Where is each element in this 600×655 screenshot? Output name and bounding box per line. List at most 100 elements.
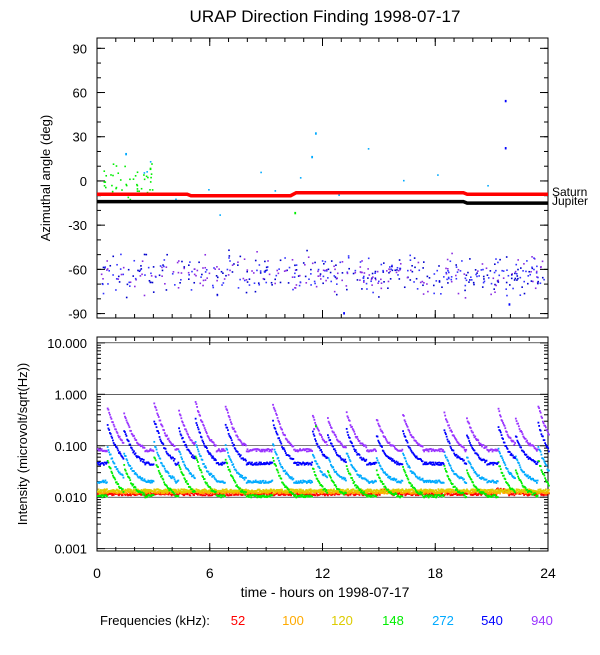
- intensity-point: [123, 464, 125, 466]
- azimuth-point: [188, 274, 190, 276]
- azimuth-point: [150, 181, 152, 183]
- azimuth-point: [269, 274, 271, 276]
- azimuth-point: [423, 293, 425, 295]
- azimuth-point: [512, 288, 514, 290]
- intensity-point: [153, 480, 155, 482]
- intensity-point: [383, 483, 385, 485]
- intensity-point: [501, 420, 503, 422]
- azimuth-point: [447, 282, 449, 284]
- intensity-point: [174, 458, 176, 460]
- azimuth-point: [199, 283, 201, 285]
- azimuth-point: [138, 190, 140, 192]
- azimuth-point: [151, 163, 153, 165]
- intensity-point: [235, 470, 237, 472]
- azimuth-point: [247, 269, 249, 271]
- azimuth-point: [475, 269, 477, 271]
- azimuth-point: [206, 269, 208, 271]
- intensity-point: [525, 454, 527, 456]
- intensity-point: [173, 476, 175, 478]
- azimuth-point: [515, 278, 517, 280]
- intensity-point: [525, 438, 527, 440]
- azimuth-y-tick-label: 30: [73, 130, 87, 145]
- azimuth-point: [228, 249, 230, 251]
- intensity-point: [133, 470, 135, 472]
- azimuth-point: [292, 259, 294, 261]
- azimuth-point: [159, 274, 161, 276]
- azimuth-point: [363, 276, 365, 278]
- intensity-point: [472, 467, 474, 469]
- intensity-point: [322, 486, 324, 488]
- intensity-point: [419, 477, 421, 479]
- azimuth-point: [388, 268, 390, 270]
- azimuth-point: [255, 291, 257, 293]
- intensity-point: [328, 472, 330, 474]
- intensity-point: [495, 482, 497, 484]
- intensity-point: [365, 444, 367, 446]
- intensity-point: [273, 424, 275, 426]
- azimuth-point: [122, 274, 124, 276]
- azimuth-outlier-point: [509, 303, 511, 305]
- intensity-point: [347, 455, 349, 457]
- intensity-point: [319, 482, 321, 484]
- azimuth-point: [458, 269, 460, 271]
- azimuth-point: [511, 278, 513, 280]
- azimuth-point: [209, 273, 211, 275]
- intensity-point: [227, 412, 229, 414]
- intensity-point: [180, 417, 182, 419]
- intensity-point: [468, 423, 470, 425]
- intensity-point: [326, 489, 328, 491]
- azimuth-point: [246, 279, 248, 281]
- azimuth-point: [260, 172, 262, 174]
- intensity-point: [512, 455, 514, 457]
- intensity-point: [195, 401, 197, 403]
- azimuth-point: [271, 282, 273, 284]
- intensity-point: [204, 478, 206, 480]
- azimuth-point: [325, 280, 327, 282]
- azimuth-point: [503, 277, 505, 279]
- intensity-point: [347, 470, 349, 472]
- azimuth-point: [450, 279, 452, 281]
- intensity-point: [497, 496, 499, 498]
- azimuth-point: [305, 276, 307, 278]
- intensity-point: [447, 460, 449, 462]
- intensity-point: [153, 494, 155, 496]
- intensity-point: [123, 412, 125, 414]
- azimuth-point: [486, 267, 488, 269]
- intensity-point: [447, 421, 449, 423]
- intensity-point: [346, 411, 348, 413]
- intensity-point: [331, 443, 333, 445]
- intensity-point: [139, 476, 141, 478]
- azimuth-point: [526, 260, 528, 262]
- intensity-point: [183, 441, 185, 443]
- intensity-point: [274, 410, 276, 412]
- intensity-point: [161, 475, 163, 477]
- azimuth-point: [470, 276, 472, 278]
- azimuth-point: [418, 262, 420, 264]
- intensity-point: [135, 452, 137, 454]
- intensity-point: [446, 457, 448, 459]
- intensity-point: [498, 410, 500, 412]
- azimuth-point: [134, 286, 136, 288]
- intensity-point: [537, 480, 539, 482]
- intensity-point: [251, 462, 253, 464]
- azimuth-point: [346, 289, 348, 291]
- azimuth-point: [140, 265, 142, 267]
- intensity-point: [504, 442, 506, 444]
- azimuth-point: [256, 270, 258, 272]
- intensity-point: [225, 406, 227, 408]
- azimuth-y-tick-label: 60: [73, 86, 87, 101]
- intensity-point: [543, 459, 545, 461]
- intensity-point: [444, 465, 446, 467]
- azimuth-point: [494, 263, 496, 265]
- intensity-point: [504, 478, 506, 480]
- intensity-point: [292, 478, 294, 480]
- intensity-point: [232, 477, 234, 479]
- azimuth-point: [477, 270, 479, 272]
- azimuth-point: [284, 270, 286, 272]
- azimuth-point: [160, 265, 162, 267]
- intensity-point: [241, 489, 243, 491]
- intensity-point: [375, 495, 377, 497]
- intensity-point: [203, 425, 205, 427]
- intensity-point: [446, 420, 448, 422]
- intensity-point: [486, 479, 488, 481]
